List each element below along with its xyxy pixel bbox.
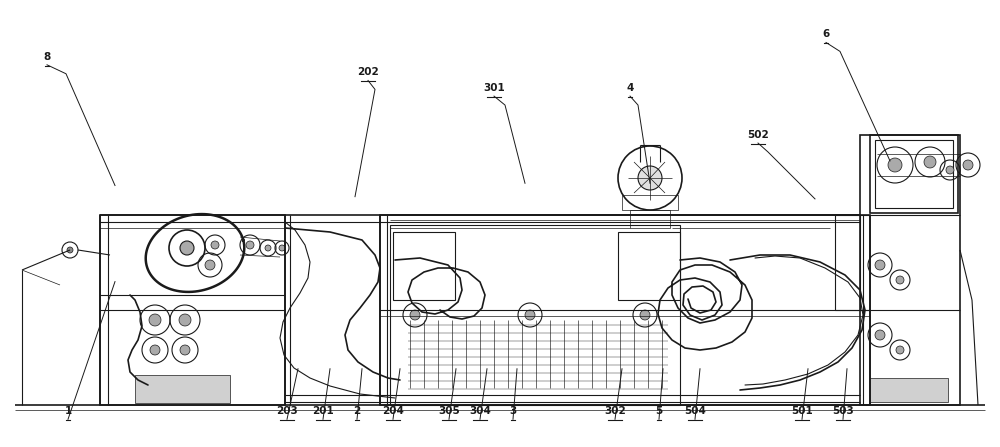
Text: 504: 504 <box>684 406 706 416</box>
Text: 4: 4 <box>626 83 634 93</box>
Text: 301: 301 <box>483 83 505 93</box>
Text: 2: 2 <box>353 406 361 416</box>
Circle shape <box>896 346 904 354</box>
Text: 203: 203 <box>276 406 298 416</box>
Text: 201: 201 <box>312 406 334 416</box>
Text: 3: 3 <box>509 406 517 416</box>
Circle shape <box>875 330 885 340</box>
Bar <box>860 135 960 405</box>
Text: 6: 6 <box>822 30 830 39</box>
Circle shape <box>946 166 954 174</box>
Circle shape <box>963 160 973 170</box>
Text: 304: 304 <box>469 406 491 416</box>
Circle shape <box>246 241 254 249</box>
Bar <box>875 140 953 208</box>
Circle shape <box>525 310 535 320</box>
Bar <box>618 232 680 300</box>
Text: 204: 204 <box>382 406 404 416</box>
Bar <box>380 215 870 405</box>
Bar <box>393 232 455 300</box>
Circle shape <box>896 276 904 284</box>
Circle shape <box>180 345 190 355</box>
Text: 1: 1 <box>64 406 72 416</box>
Circle shape <box>179 314 191 326</box>
Text: 8: 8 <box>43 52 51 62</box>
Circle shape <box>149 314 161 326</box>
Circle shape <box>150 345 160 355</box>
Bar <box>630 210 670 228</box>
Text: 305: 305 <box>438 406 460 416</box>
Bar <box>622 195 678 210</box>
Circle shape <box>875 260 885 270</box>
Text: 502: 502 <box>747 130 769 140</box>
Text: 5: 5 <box>655 406 663 416</box>
Bar <box>100 215 285 405</box>
Bar <box>870 135 958 213</box>
Circle shape <box>205 260 215 270</box>
Bar <box>870 378 948 402</box>
Circle shape <box>67 247 73 253</box>
Circle shape <box>265 245 271 251</box>
Bar <box>835 215 860 310</box>
Circle shape <box>640 310 650 320</box>
Bar <box>390 225 680 405</box>
Circle shape <box>924 156 936 168</box>
Text: 202: 202 <box>357 67 379 77</box>
Circle shape <box>410 310 420 320</box>
Circle shape <box>279 245 285 251</box>
Bar <box>135 375 230 403</box>
Text: 302: 302 <box>604 406 626 416</box>
Circle shape <box>638 166 662 190</box>
Text: 501: 501 <box>791 406 813 416</box>
Circle shape <box>888 158 902 172</box>
Circle shape <box>211 241 219 249</box>
Text: 503: 503 <box>832 406 854 416</box>
Circle shape <box>180 241 194 255</box>
